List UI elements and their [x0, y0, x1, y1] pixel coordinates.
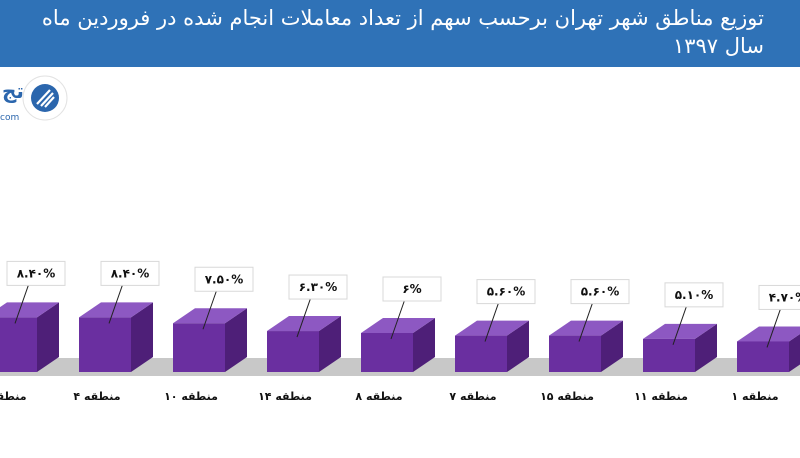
logo-text: تج [2, 79, 24, 103]
bar [361, 333, 413, 372]
data-label-box [100, 260, 160, 286]
bar-side [225, 308, 247, 372]
bar [173, 323, 225, 372]
label-leader [484, 301, 500, 342]
category-label: منطقه ۱۵ [540, 390, 594, 403]
bar [455, 335, 507, 372]
category-label: منطقه ۱۰ [164, 390, 218, 403]
data-label: ۶.۳۰% [299, 280, 338, 294]
bar [549, 335, 601, 372]
bar-side [37, 302, 59, 372]
bar [643, 338, 695, 372]
bar-top [0, 302, 59, 318]
bar [267, 331, 319, 372]
bar-side [131, 302, 153, 372]
bar-side [789, 333, 800, 372]
data-label-box [194, 266, 254, 292]
bar-top [455, 320, 529, 336]
category-label: منطقه ۵ [0, 390, 27, 403]
bar-top [79, 302, 153, 318]
data-label-box [476, 279, 536, 305]
label-leader [578, 301, 594, 342]
bar-group: ۵.۱۰% منطقه ۱۱ [634, 282, 724, 403]
label-leader [14, 283, 30, 324]
category-label: منطقه ۴ [73, 390, 120, 403]
logo-icon [31, 84, 59, 112]
bar-group: ۵.۶۰% منطقه ۷ [449, 279, 536, 403]
data-label: ۴.۷۰% [769, 290, 800, 304]
data-label-box [758, 284, 800, 310]
data-label-box [6, 260, 66, 286]
data-label-box [664, 282, 724, 308]
label-leader [296, 296, 312, 338]
bar-group: ۷.۵۰% منطقه ۱۰ [164, 266, 254, 403]
bar-side [695, 323, 717, 372]
category-label: منطقه ۱ [731, 390, 778, 403]
data-label-box [382, 276, 442, 302]
bar [79, 317, 131, 372]
logo-subtext: com [0, 113, 19, 123]
logo: تج com [0, 75, 68, 123]
label-leader [108, 283, 124, 324]
bar-side [319, 316, 341, 372]
bar-side [413, 318, 435, 372]
label-leader [672, 304, 688, 346]
data-label-box [288, 274, 348, 300]
label-leader [202, 289, 218, 330]
data-label: ۸.۴۰% [111, 266, 150, 280]
bar-top [267, 316, 341, 332]
bar-group: ۶.۳۰% منطقه ۱۴ [258, 274, 348, 403]
bar-side [507, 320, 529, 372]
data-label: ۵.۶۰% [581, 285, 620, 299]
category-label: منطقه ۸ [355, 390, 402, 403]
data-label: ۸.۴۰% [17, 266, 56, 280]
bar-top [173, 308, 247, 324]
bar-group: ۶% منطقه ۸ [355, 276, 442, 403]
data-label-box [570, 279, 630, 305]
bar-group: ۸.۴۰% منطقه ۵ [0, 260, 66, 403]
data-label: ۵.۶۰% [487, 285, 526, 299]
label-leader [390, 298, 406, 340]
bar-top [643, 323, 717, 339]
bar-group: ۵.۶۰% منطقه ۱۵ [540, 279, 630, 403]
data-label: ۷.۵۰% [205, 272, 244, 286]
label-leader [766, 307, 782, 348]
data-label: ۵.۱۰% [675, 288, 714, 302]
chart-title: توزیع مناطق شهر تهران برحسب سهم از تعداد… [41, 6, 764, 58]
data-label: ۶% [402, 282, 421, 296]
bar-group: ۸.۴۰% منطقه ۴ [73, 260, 160, 403]
bar-top [549, 320, 623, 336]
bar [737, 341, 789, 372]
bar [0, 317, 37, 372]
title-banner: توزیع مناطق شهر تهران برحسب سهم از تعداد… [0, 0, 800, 67]
bar-group: ۴.۷۰% منطقه ۱ [731, 284, 800, 403]
bar-top [361, 318, 435, 333]
category-label: منطقه ۱۱ [634, 390, 688, 403]
bar-side [601, 320, 623, 372]
category-label: منطقه ۱۴ [258, 390, 312, 403]
bar-top [737, 326, 800, 342]
category-label: منطقه ۷ [449, 390, 496, 403]
